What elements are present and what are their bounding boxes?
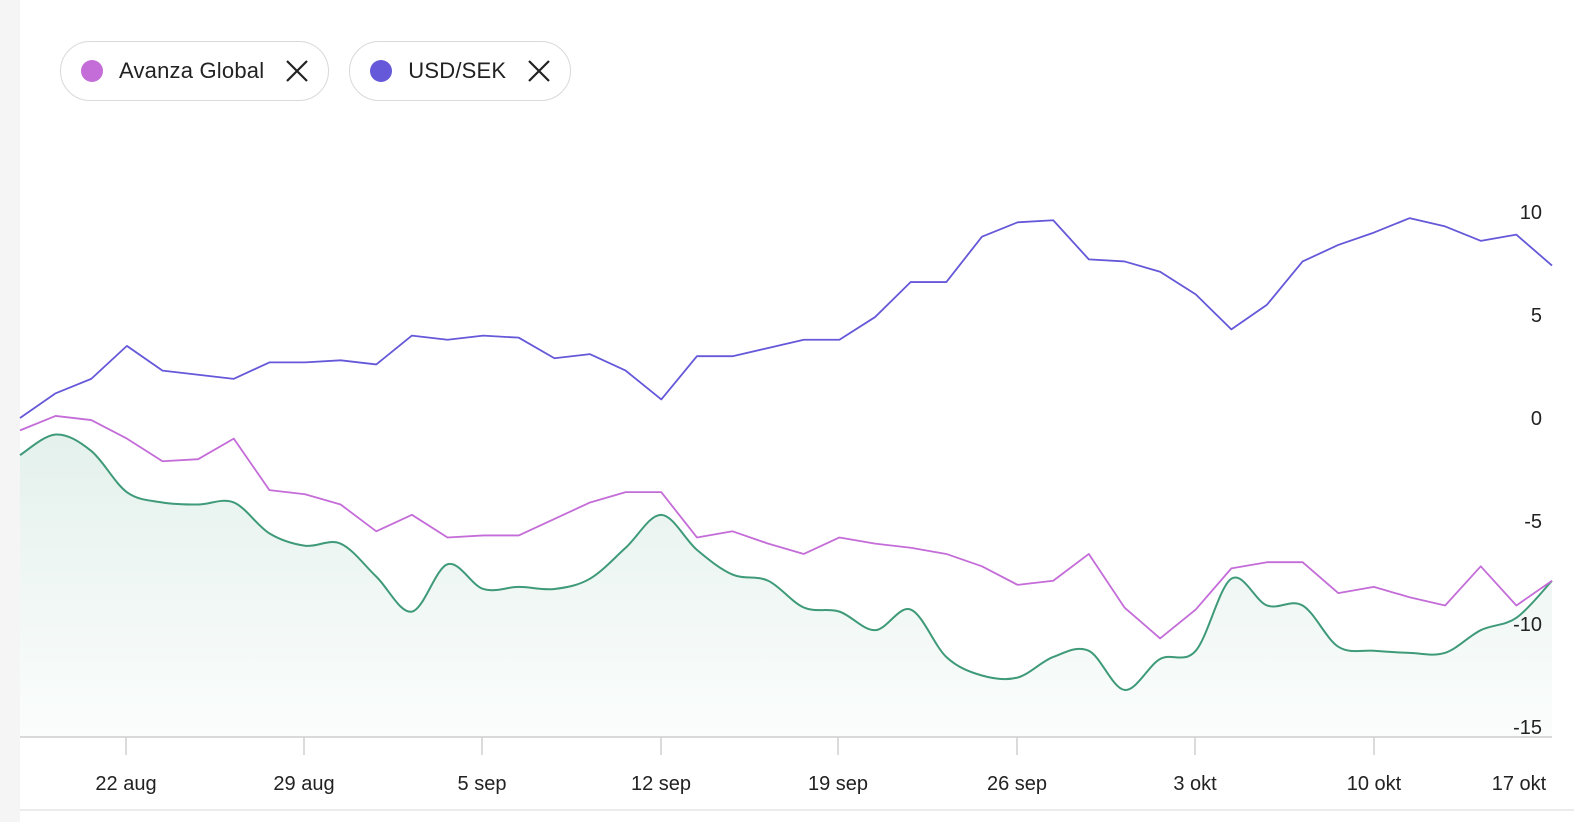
- main-series-area: [20, 434, 1552, 737]
- x-tick-label: 29 aug: [273, 773, 334, 795]
- series-color-dot: [81, 60, 103, 82]
- main-series-line: [19, 433, 1553, 691]
- legend: Avanza Global USD/SEK: [60, 41, 572, 101]
- close-icon[interactable]: [526, 58, 552, 84]
- close-icon[interactable]: [284, 58, 310, 84]
- series-color-dot: [370, 60, 393, 82]
- legend-label: Avanza Global: [119, 58, 265, 83]
- legend-chip-avanza-global[interactable]: Avanza Global: [60, 41, 330, 101]
- x-tick-label: 10 okt: [1347, 773, 1402, 795]
- y-tick-label: 0: [1531, 408, 1542, 430]
- y-tick-label: 10: [1520, 202, 1542, 224]
- x-tick-label: 3 okt: [1173, 773, 1217, 795]
- y-tick-label: -10: [1513, 614, 1542, 636]
- usd-sek-line: [19, 217, 1553, 419]
- legend-chip-usd-sek[interactable]: USD/SEK: [349, 41, 572, 101]
- y-tick-label: -5: [1524, 511, 1542, 533]
- legend-label: USD/SEK: [408, 58, 507, 83]
- x-tick-label: 5 sep: [458, 773, 507, 795]
- left-border: [0, 0, 20, 822]
- y-tick-label: 5: [1531, 305, 1542, 327]
- x-tick-label: 12 sep: [631, 773, 691, 795]
- x-tick-label: 19 sep: [808, 773, 868, 795]
- x-tick-label: 22 aug: [95, 773, 156, 795]
- x-tick-label: 26 sep: [987, 773, 1047, 795]
- y-tick-label: -15: [1513, 717, 1542, 739]
- x-tick-label: 17 okt: [1492, 773, 1547, 795]
- avanza-global-line: [19, 415, 1553, 640]
